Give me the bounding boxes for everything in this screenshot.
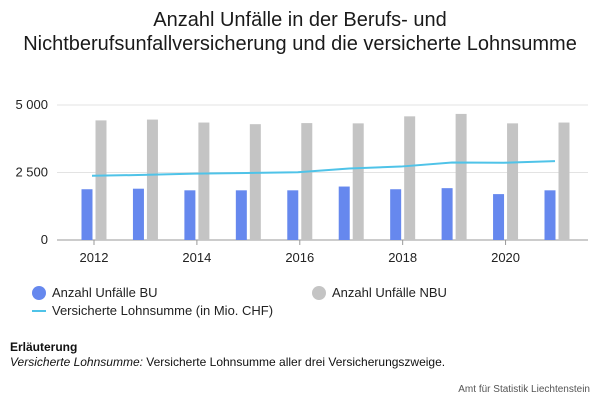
x-tick-label: 2014: [182, 250, 211, 265]
bar-bu: [441, 188, 453, 240]
y-tick-label: 2 500: [15, 165, 48, 180]
note-title: Erläuterung: [10, 340, 78, 354]
bar-nbu: [146, 119, 158, 240]
legend-label-lohnsumme: Versicherte Lohnsumme (in Mio. CHF): [52, 303, 274, 318]
bar-bu: [338, 186, 350, 240]
note-label: Versicherte Lohnsumme:: [10, 355, 143, 369]
bar-nbu: [404, 116, 416, 240]
bar-nbu: [507, 123, 519, 240]
bar-nbu: [301, 123, 313, 240]
x-tick-label: 2020: [491, 250, 520, 265]
bar-nbu: [455, 113, 467, 240]
bar-bu: [390, 189, 402, 240]
bar-bu: [184, 190, 196, 240]
line-lohnsumme: [91, 160, 556, 177]
legend-label-nbu: Anzahl Unfälle NBU: [332, 285, 447, 300]
y-tick-label: 5 000: [15, 97, 48, 112]
legend-label-bu: Anzahl Unfälle BU: [52, 285, 158, 300]
bar-nbu: [198, 122, 210, 240]
x-tick-label: 2018: [388, 250, 417, 265]
bar-nbu: [558, 122, 570, 240]
explanation-note: Erläuterung Versicherte Lohnsumme: Versi…: [10, 340, 590, 370]
bar-bu: [544, 190, 556, 240]
bar-bu: [493, 194, 505, 240]
legend-item-lohnsumme[interactable]: Versicherte Lohnsumme (in Mio. CHF): [32, 303, 273, 318]
bar-nbu: [95, 120, 107, 240]
legend-marker-nbu: [312, 285, 326, 300]
legend-item-nbu[interactable]: Anzahl Unfälle NBU: [312, 285, 447, 300]
bar-nbu: [352, 123, 364, 240]
bar-bu: [81, 189, 93, 240]
x-tick-label: 2012: [80, 250, 109, 265]
bar-nbu: [249, 124, 261, 240]
note-body: Versicherte Lohnsumme: Versicherte Lohns…: [10, 355, 590, 370]
legend-item-bu[interactable]: Anzahl Unfälle BU: [32, 285, 158, 300]
x-tick-label: 2016: [285, 250, 314, 265]
bar-bu: [235, 190, 247, 240]
y-tick-label: 0: [41, 232, 48, 247]
note-text: Versicherte Lohnsumme aller drei Versich…: [142, 355, 446, 369]
chart-area: 0 2 500 5 000 2012 2014 2016 2018 2020: [15, 97, 588, 265]
legend-marker-bu: [32, 285, 46, 300]
bar-bu: [287, 190, 299, 240]
bar-bu: [132, 188, 144, 240]
legend-marker-lohnsumme: [32, 309, 46, 312]
source-credit: Amt für Statistik Liechtenstein: [458, 384, 590, 395]
chart-title: Anzahl Unfälle in der Berufs- und Nichtb…: [23, 9, 577, 55]
